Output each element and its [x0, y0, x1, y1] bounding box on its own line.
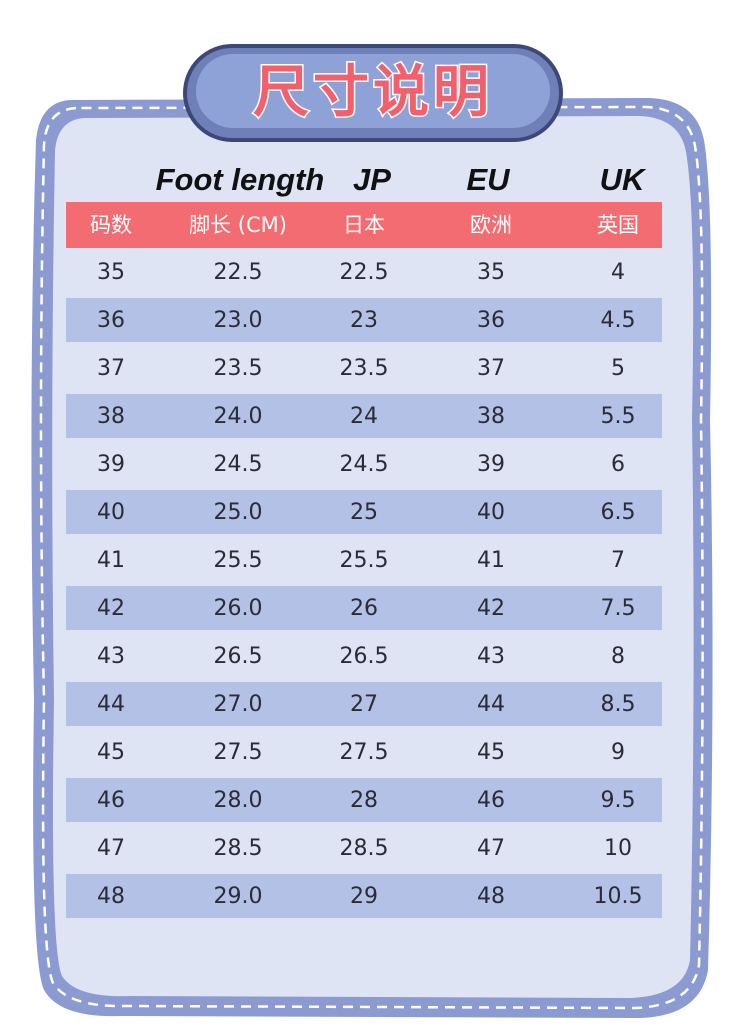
cell: 48: [477, 884, 505, 909]
cell: 27.0: [214, 692, 263, 717]
cell: 28: [350, 788, 378, 813]
cell: 36: [477, 308, 505, 333]
title-pill-inner: [196, 54, 550, 128]
cell: 37: [477, 356, 505, 381]
header-cell: 日本: [343, 213, 385, 237]
cell: 5: [611, 356, 625, 381]
cell: 35: [97, 260, 125, 285]
row-band: [66, 778, 662, 822]
cell: 22.5: [340, 260, 389, 285]
cell: 4: [611, 260, 625, 285]
cell: 47: [477, 836, 505, 861]
cell: 42: [97, 596, 125, 621]
cell: 23.5: [214, 356, 263, 381]
english-header: EU: [466, 162, 511, 197]
english-header: UK: [600, 162, 647, 197]
cell: 42: [477, 596, 505, 621]
cell: 26.5: [340, 644, 389, 669]
cell: 27: [350, 692, 378, 717]
cell: 26.0: [214, 596, 263, 621]
cell: 40: [477, 500, 505, 525]
cell: 28.5: [340, 836, 389, 861]
cell: 8.5: [601, 692, 636, 717]
cell: 24.5: [214, 452, 263, 477]
title: 尺寸说明: [253, 60, 493, 125]
header-cell: 码数: [90, 213, 132, 237]
cell: 43: [477, 644, 505, 669]
row-band: [66, 298, 662, 342]
cell: 45: [477, 740, 505, 765]
header-cell: 英国: [597, 213, 639, 237]
header-cell: 脚长 (CM): [189, 213, 287, 237]
cell: 10: [604, 836, 632, 861]
cell: 47: [97, 836, 125, 861]
row-band: [66, 490, 662, 534]
row-band: [66, 874, 662, 918]
cell: 38: [97, 404, 125, 429]
cell: 46: [97, 788, 125, 813]
cell: 28.0: [214, 788, 263, 813]
cell: 38: [477, 404, 505, 429]
cell: 40: [97, 500, 125, 525]
cell: 37: [97, 356, 125, 381]
english-header: Foot length: [156, 162, 325, 197]
cell: 46: [477, 788, 505, 813]
cell: 41: [477, 548, 505, 573]
cell: 29.0: [214, 884, 263, 909]
cell: 24.0: [214, 404, 263, 429]
cell: 26: [350, 596, 378, 621]
cell: 44: [477, 692, 505, 717]
cell: 6.5: [601, 500, 636, 525]
cell: 9.5: [601, 788, 636, 813]
cell: 44: [97, 692, 125, 717]
cell: 10.5: [594, 884, 643, 909]
cell: 5.5: [601, 404, 636, 429]
cell: 7: [611, 548, 625, 573]
cell: 23.5: [340, 356, 389, 381]
cell: 25.5: [340, 548, 389, 573]
cell: 23: [350, 308, 378, 333]
row-band: [66, 682, 662, 726]
cell: 35: [477, 260, 505, 285]
cell: 8: [611, 644, 625, 669]
row-band: [66, 394, 662, 438]
cell: 41: [97, 548, 125, 573]
cell: 4.5: [601, 308, 636, 333]
cell: 7.5: [601, 596, 636, 621]
cell: 25.0: [214, 500, 263, 525]
cell: 23.0: [214, 308, 263, 333]
header-cell: 欧洲: [470, 213, 512, 237]
cell: 43: [97, 644, 125, 669]
cell: 26.5: [214, 644, 263, 669]
english-header: JP: [353, 162, 391, 197]
cell: 36: [97, 308, 125, 333]
cell: 25.5: [214, 548, 263, 573]
cell: 27.5: [214, 740, 263, 765]
cell: 24.5: [340, 452, 389, 477]
cell: 28.5: [214, 836, 263, 861]
cell: 22.5: [214, 260, 263, 285]
cell: 45: [97, 740, 125, 765]
cell: 9: [611, 740, 625, 765]
cell: 25: [350, 500, 378, 525]
header-band: [66, 202, 662, 248]
row-band: [66, 586, 662, 630]
cell: 48: [97, 884, 125, 909]
frame-dashes: [39, 105, 704, 1010]
cell: 6: [611, 452, 625, 477]
cell: 29: [350, 884, 378, 909]
cell: 27.5: [340, 740, 389, 765]
cell: 39: [477, 452, 505, 477]
cell: 39: [97, 452, 125, 477]
cell: 24: [350, 404, 378, 429]
